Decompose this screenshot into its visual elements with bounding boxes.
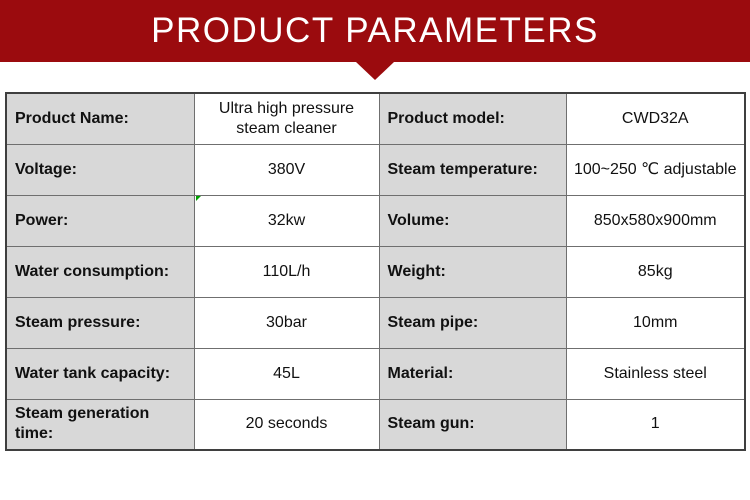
param-value: Ultra high pressure steam cleaner [193,92,380,145]
param-label: Voltage: [5,143,195,196]
param-value: 1 [565,398,746,451]
param-label: Steam pipe: [378,296,567,349]
param-value: 850x580x900mm [565,194,746,247]
param-value: 45L [193,347,380,400]
spreadsheet-corner-marker-icon [196,196,201,201]
param-label: Steam gun: [378,398,567,451]
product-parameters-table: Product Name: Ultra high pressure steam … [5,92,746,451]
table-row: Power: 32kw Volume: 850x580x900mm [5,194,746,247]
page-title: PRODUCT PARAMETERS [151,11,599,50]
param-label: Power: [5,194,195,247]
param-value: 32kw [193,194,380,247]
param-value: 380V [193,143,380,196]
param-value: 85kg [565,245,746,298]
param-value: 20 seconds [193,398,380,451]
table-row: Steam generation time: 20 seconds Steam … [5,398,746,451]
param-value: Stainless steel [565,347,746,400]
page-header-banner: PRODUCT PARAMETERS [0,0,750,62]
param-value: 100~250 ℃ adjustable [565,143,746,196]
param-value: 110L/h [193,245,380,298]
param-value: CWD32A [565,92,746,145]
table-row: Voltage: 380V Steam temperature: 100~250… [5,143,746,196]
param-value: 10mm [565,296,746,349]
table-row: Water tank capacity: 45L Material: Stain… [5,347,746,400]
param-label: Steam pressure: [5,296,195,349]
table-row: Product Name: Ultra high pressure steam … [5,92,746,145]
table-row: Steam pressure: 30bar Steam pipe: 10mm [5,296,746,349]
param-label: Material: [378,347,567,400]
param-label: Product model: [378,92,567,145]
param-label: Water tank capacity: [5,347,195,400]
param-label: Water consumption: [5,245,195,298]
param-label: Steam temperature: [378,143,567,196]
param-label: Product Name: [5,92,195,145]
table-row: Water consumption: 110L/h Weight: 85kg [5,245,746,298]
banner-pointer-triangle [356,62,394,80]
param-value: 30bar [193,296,380,349]
param-label: Volume: [378,194,567,247]
param-label: Steam generation time: [5,398,195,451]
param-label: Weight: [378,245,567,298]
